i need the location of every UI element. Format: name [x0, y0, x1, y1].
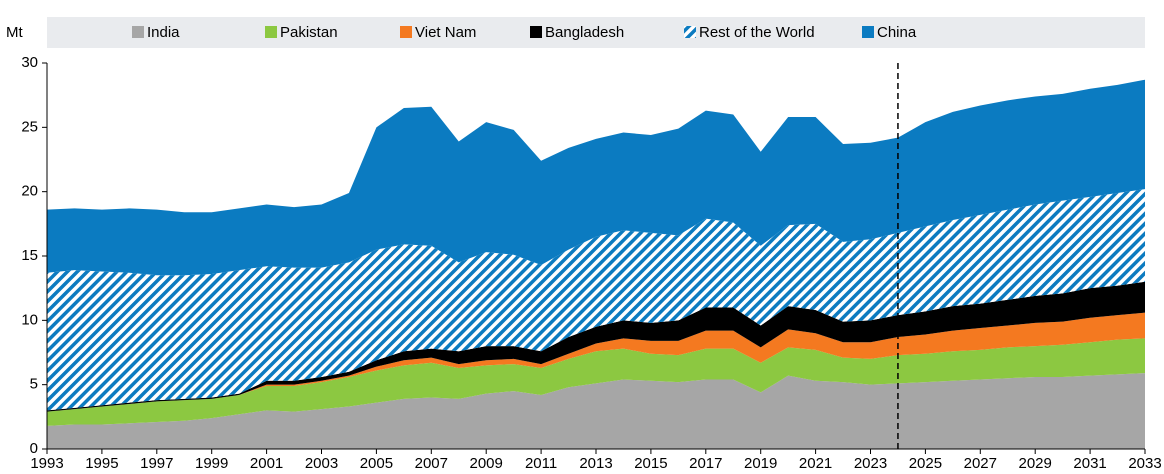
area	[47, 189, 1145, 411]
x-tick-label: 2003	[305, 455, 338, 472]
x-tick-label: 2027	[964, 455, 997, 472]
area	[47, 79, 1145, 276]
legend-band	[47, 17, 1145, 48]
x-tick-label: 2013	[579, 455, 612, 472]
legend-label: Pakistan	[280, 24, 338, 41]
legend-swatch	[400, 26, 412, 38]
x-tick-label: 2025	[909, 455, 942, 472]
y-tick-label: 30	[21, 54, 38, 71]
y-tick-label: 20	[21, 183, 38, 200]
y-axis-label: Mt	[6, 24, 23, 41]
x-tick-label: 2011	[525, 455, 557, 472]
x-tick-label: 2017	[689, 455, 722, 472]
x-tick-label: 2033	[1128, 455, 1161, 472]
y-tick-label: 0	[30, 440, 38, 457]
legend-swatch	[265, 26, 277, 38]
x-tick-label: 2007	[415, 455, 448, 472]
legend-swatch	[132, 26, 144, 38]
legend-label: Bangladesh	[545, 24, 624, 41]
x-tick-label: 2031	[1073, 455, 1106, 472]
legend-swatch	[862, 26, 874, 38]
x-tick-label: 2009	[470, 455, 503, 472]
x-tick-label: 2005	[360, 455, 393, 472]
y-tick-label: 10	[21, 311, 38, 328]
x-tick-label: 2029	[1019, 455, 1052, 472]
legend-label: India	[147, 24, 180, 41]
legend-label: Viet Nam	[415, 24, 476, 41]
y-tick-label: 5	[30, 376, 38, 393]
x-tick-label: 1993	[30, 455, 63, 472]
legend-swatch	[530, 26, 542, 38]
y-tick-label: 15	[21, 247, 38, 264]
area	[47, 373, 1145, 449]
x-tick-label: 2019	[744, 455, 777, 472]
x-tick-label: 2023	[854, 455, 887, 472]
legend-swatch	[684, 26, 696, 38]
legend-label: China	[877, 24, 917, 41]
x-tick-label: 2015	[634, 455, 667, 472]
y-tick-label: 25	[21, 118, 38, 135]
x-tick-label: 1995	[85, 455, 118, 472]
x-tick-label: 1999	[195, 455, 228, 472]
x-tick-label: 2001	[250, 455, 283, 472]
area	[47, 338, 1145, 426]
area	[47, 281, 1145, 412]
legend-label: Rest of the World	[699, 24, 815, 41]
x-tick-label: 1997	[140, 455, 173, 472]
x-tick-label: 2021	[799, 455, 832, 472]
